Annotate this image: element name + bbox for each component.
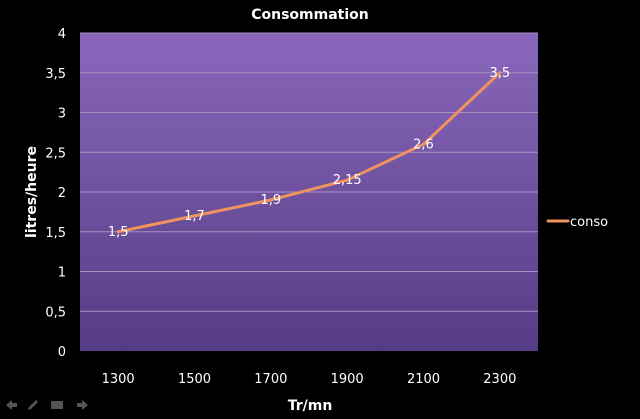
y-tick-label: 4: [58, 27, 66, 42]
y-tick-label: 0,5: [45, 305, 66, 320]
y-tick-label: 3: [58, 107, 66, 122]
data-label: 1,7: [184, 209, 205, 224]
y-tick-label: 1: [58, 266, 66, 281]
x-tick-label: 2300: [483, 372, 516, 387]
data-point: [193, 214, 196, 218]
pen-icon[interactable]: [26, 399, 40, 411]
chart-title: Consommation: [251, 7, 369, 23]
y-axis-title: litres/heure: [24, 146, 40, 238]
slide-menu-icon[interactable]: [50, 399, 64, 411]
x-tick-label: 1700: [254, 372, 287, 387]
legend: conso: [546, 215, 608, 230]
y-tick-label: 1,5: [45, 226, 66, 241]
data-label: 1,5: [108, 225, 129, 240]
data-point: [498, 71, 502, 75]
x-axis-title: Tr/mn: [288, 398, 333, 414]
data-label: 1,9: [260, 193, 281, 208]
x-tick-label: 1900: [331, 372, 364, 387]
y-tick-label: 3,5: [45, 67, 66, 82]
x-tick-label: 1500: [178, 372, 211, 387]
data-label: 3,5: [489, 66, 510, 81]
legend-label: conso: [570, 215, 608, 230]
x-tick-label: 2100: [407, 372, 440, 387]
series-line-conso: [116, 71, 502, 234]
arrow-right-icon[interactable]: [76, 399, 90, 411]
data-label: 2,6: [413, 137, 434, 152]
y-tick-label: 2: [58, 186, 66, 201]
y-tick-label: 0: [58, 345, 66, 360]
y-tick-label: 2,5: [45, 146, 66, 161]
data-point: [116, 230, 120, 234]
data-point: [422, 142, 425, 146]
x-tick-label: 1300: [102, 372, 135, 387]
data-point: [345, 178, 349, 182]
arrow-left-icon[interactable]: [4, 399, 18, 411]
data-point: [269, 198, 273, 202]
data-label: 2,15: [333, 173, 362, 188]
